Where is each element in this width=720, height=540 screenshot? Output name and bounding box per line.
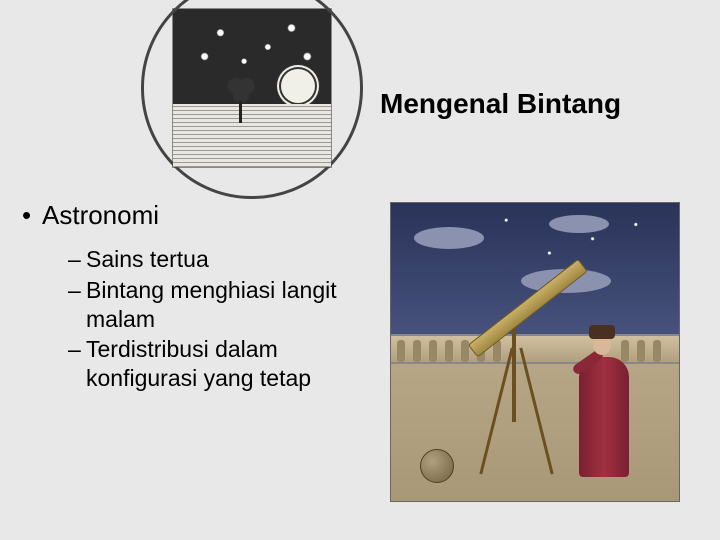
sub-bullet-item: Terdistribusi dalam konfigurasi yang tet…	[68, 335, 382, 393]
slide-title: Mengenal Bintang	[380, 88, 621, 120]
telescope-mount	[512, 322, 516, 422]
cloud-icon	[549, 215, 609, 233]
astronomer-engraving-image	[390, 202, 680, 502]
sub-bullet-list: Sains tertua Bintang menghiasi langit ma…	[22, 245, 382, 393]
flammarion-woodcut-image	[172, 8, 332, 168]
globe-icon	[420, 449, 454, 483]
cloud-icon	[414, 227, 484, 249]
woodcut-sun-icon	[281, 69, 315, 103]
sub-bullet-item: Sains tertua	[68, 245, 382, 274]
woodcut-tree-icon	[227, 73, 255, 123]
content-block: Astronomi Sains tertua Bintang menghiasi…	[22, 200, 382, 395]
main-bullet: Astronomi	[22, 200, 382, 231]
slide: Mengenal Bintang Astronomi Sains tertua …	[0, 0, 720, 540]
astronomer-figure-icon	[569, 307, 639, 477]
sub-bullet-item: Bintang menghiasi langit malam	[68, 276, 382, 334]
